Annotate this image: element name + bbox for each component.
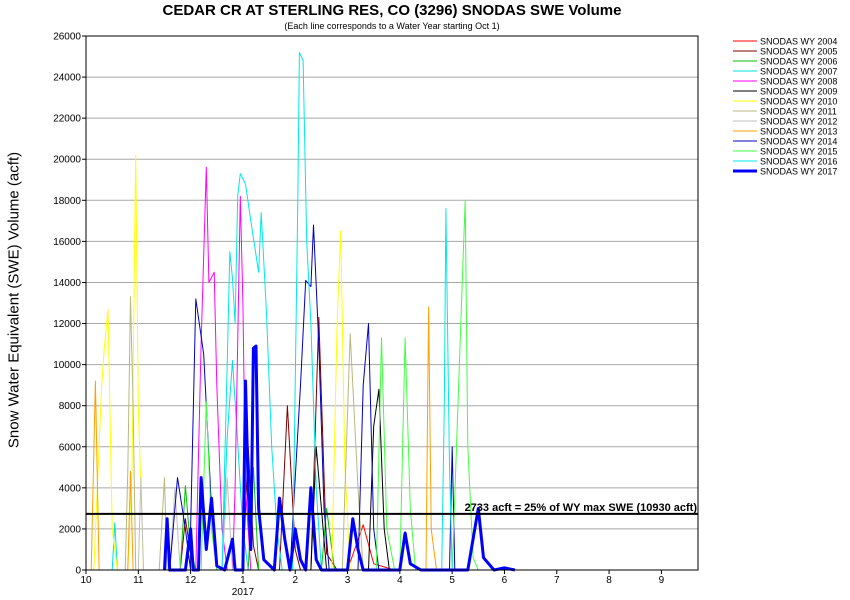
- x-tick-label: 12: [185, 575, 197, 586]
- x-tick-label: 6: [502, 575, 508, 586]
- x-tick-label: 9: [659, 575, 665, 586]
- series-line: [137, 477, 233, 571]
- x-tick-label: 7: [554, 575, 560, 586]
- y-tick-label: 6000: [59, 442, 82, 453]
- x-tick-label: 4: [397, 575, 403, 586]
- series-line: [347, 524, 395, 571]
- y-tick-label: 4000: [59, 483, 82, 494]
- series-lines: [90, 51, 516, 572]
- x-tick-label: 1: [240, 575, 246, 586]
- y-tick-label: 14000: [53, 278, 81, 289]
- chart-subtitle: (Each line corresponds to a Water Year s…: [284, 21, 500, 31]
- reference-line-label: 2733 acft = 25% of WY max SWE (10930 acf…: [465, 502, 698, 514]
- legend-entry: SNODAS WY 2009: [760, 87, 837, 97]
- legend-entry: SNODAS WY 2016: [760, 157, 837, 167]
- x-tick-label: 5: [449, 575, 455, 586]
- legend-entry: SNODAS WY 2006: [760, 57, 837, 67]
- legend-entry: SNODAS WY 2010: [760, 97, 837, 107]
- x-tick-label: 11: [133, 575, 144, 586]
- grid-lines: [86, 76, 698, 530]
- reference-line-group: 2733 acft = 25% of WY max SWE (10930 acf…: [86, 502, 698, 515]
- legend-entry: SNODAS WY 2008: [760, 77, 837, 87]
- y-tick-label: 10000: [53, 360, 81, 371]
- x-tick-label: 2: [292, 575, 298, 586]
- series-line: [195, 166, 252, 571]
- legend-entry: SNODAS WY 2005: [760, 47, 837, 57]
- legend-entry: SNODAS WY 2012: [760, 117, 837, 127]
- series-line: [90, 306, 437, 571]
- legend-entry: SNODAS WY 2014: [760, 137, 837, 147]
- legend-entry: SNODAS WY 2013: [760, 127, 837, 137]
- y-tick-label: 26000: [53, 32, 81, 43]
- x-tick-label: 8: [606, 575, 612, 586]
- legend-entry: SNODAS WY 2011: [760, 107, 837, 117]
- y-tick-label: 12000: [53, 319, 81, 330]
- y-tick-label: 24000: [53, 73, 81, 84]
- x-year-label: 2017: [232, 587, 255, 598]
- x-tick-label: 10: [80, 575, 92, 586]
- x-tick-label: 3: [345, 575, 351, 586]
- series-line: [111, 360, 249, 571]
- y-tick-label: 22000: [53, 114, 81, 125]
- y-axis: 0 2000 4000 6000 8000 10000 12000 14000 16000 180…: [53, 32, 86, 577]
- y-tick-label: 0: [75, 566, 81, 577]
- legend-entry: SNODAS WY 2007: [760, 67, 837, 77]
- legend-entry: SNODAS WY 2015: [760, 147, 837, 157]
- legend-entry: SNODAS WY 2004: [760, 37, 837, 47]
- y-tick-label: 20000: [53, 155, 81, 166]
- y-tick-label: 8000: [59, 401, 82, 412]
- y-tick-label: 16000: [53, 237, 81, 248]
- y-tick-label: 2000: [59, 524, 82, 535]
- plot-frame: [85, 35, 699, 571]
- chart-title: CEDAR CR AT STERLING RES, CO (3296) SNOD…: [162, 2, 622, 19]
- series-line: [124, 296, 364, 571]
- legend-entry: SNODAS WY 2017: [760, 167, 837, 177]
- series-line: [93, 154, 351, 571]
- y-tick-label: 18000: [53, 196, 81, 207]
